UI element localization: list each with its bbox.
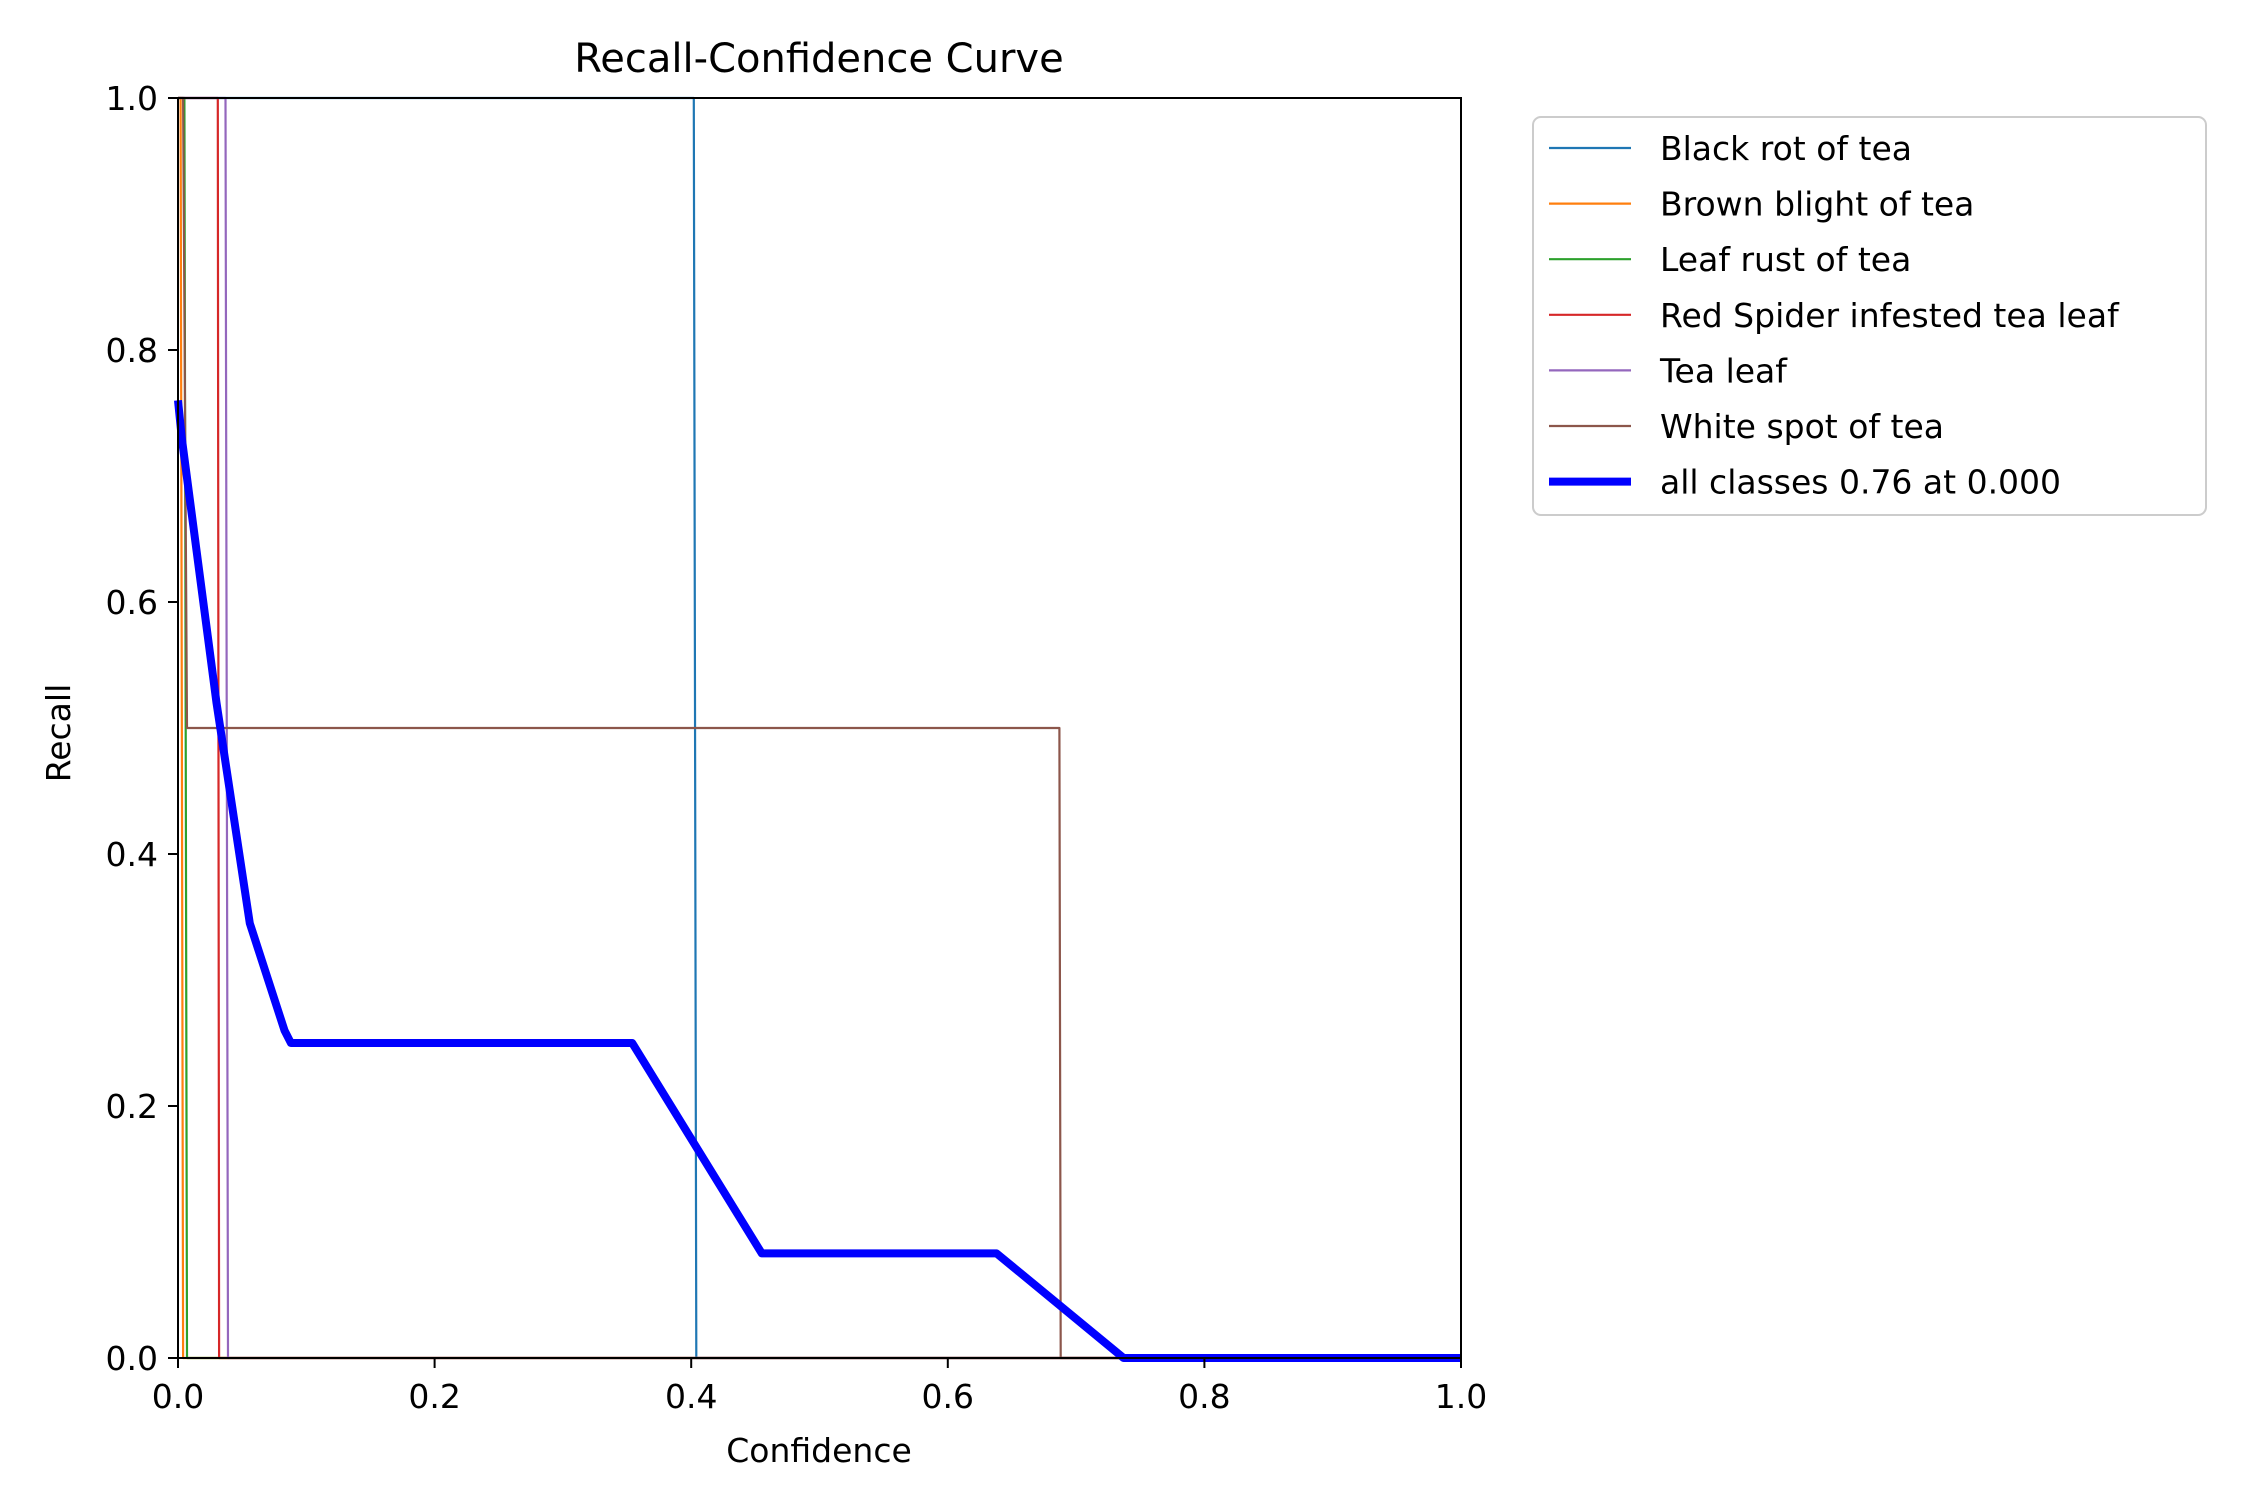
x-tick-label-4: 0.8: [1178, 1377, 1230, 1416]
x-axis: 0.0 0.2 0.4 0.6 0.8 1.0: [152, 1358, 1487, 1416]
legend-label-2: Leaf rust of tea: [1660, 240, 1911, 279]
legend-items: Black rot of tea Brown blight of tea Leaf …: [1549, 129, 2120, 502]
x-axis-label: Confidence: [726, 1431, 912, 1470]
x-tick-label-1: 0.2: [408, 1377, 460, 1416]
y-tick-label-2: 0.4: [106, 835, 158, 874]
y-tick-label-0: 0.0: [106, 1339, 158, 1378]
y-tick-label-5: 1.0: [106, 79, 158, 118]
x-tick-label-2: 0.4: [665, 1377, 717, 1416]
series-line-6: [174, 399, 1461, 1362]
legend: Black rot of tea Brown blight of tea Leaf …: [1532, 116, 2207, 516]
x-tick-label-0: 0.0: [152, 1377, 204, 1416]
y-tick-label-1: 0.2: [106, 1087, 158, 1126]
y-tick-label-4: 0.8: [106, 331, 158, 370]
legend-label-0: Black rot of tea: [1660, 129, 1912, 168]
legend-label-3: Red Spider infested tea leaf: [1660, 296, 2120, 335]
legend-label-1: Brown blight of tea: [1660, 185, 1974, 224]
chart-title: Recall-Confidence Curve: [574, 36, 1063, 82]
legend-box: [1532, 116, 2207, 516]
legend-label-6: all classes 0.76 at 0.000: [1660, 463, 2061, 502]
plot-frame: [177, 97, 1462, 1359]
x-tick-label-3: 0.6: [922, 1377, 974, 1416]
y-axis-label: Recall: [39, 684, 78, 782]
y-tick-label-3: 0.6: [106, 583, 158, 622]
legend-label-4: Tea leaf: [1659, 351, 1788, 390]
plot-area: [174, 96, 1462, 1362]
legend-label-5: White spot of tea: [1660, 407, 1944, 446]
y-axis: 0.0 0.2 0.4 0.6 0.8 1.0: [106, 79, 178, 1378]
x-tick-label-5: 1.0: [1435, 1377, 1487, 1416]
